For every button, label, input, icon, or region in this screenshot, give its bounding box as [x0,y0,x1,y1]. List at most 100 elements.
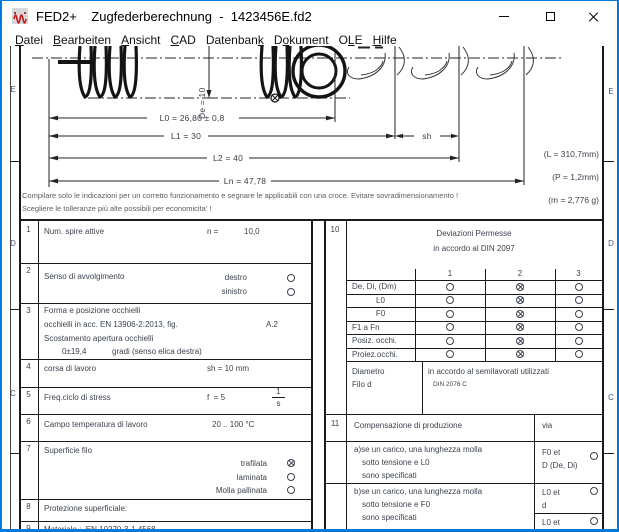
menu-bar: Datei Bearbeiten Ansicht CAD Datenbank D… [2,31,617,48]
menu-datenbank[interactable]: Datenbank [205,32,264,47]
row-number: 7 [26,444,31,453]
option-destro: destro [224,273,247,282]
case-a-line1: a)se un carico, una lunghezza molla [354,445,483,454]
menu-dokument[interactable]: Dokument [273,32,329,47]
case-b-line2: sotto tensione e F0 [362,500,431,509]
label-superficie-filo: Superficie filo [44,446,93,455]
radio-destro [287,274,295,282]
label-protezione: Protezione superficiale: [44,504,128,513]
row-number: 8 [26,502,31,511]
sheet-border-right [602,46,604,529]
col-header-2: 2 [517,269,523,278]
row-number: 6 [26,417,31,426]
case-a-value1: F0 et [542,448,561,457]
radio-molla-pallinata [287,486,295,494]
maximize-icon [546,11,555,21]
label-corsa-lavoro: corsa di lavoro [44,364,97,373]
option-molla-pallinata: Molla pallinata [215,486,267,495]
label-gradi: gradi (senso elica destra) [112,347,202,356]
label-forma-occhielli: Forma e posizione occhielli [44,306,141,315]
case-b2-value1: L0 et [542,518,560,527]
dev-circle [446,337,454,345]
menu-ole[interactable]: OLE [338,32,363,47]
dev-row-label: Posiz. occhi. [352,336,397,345]
case-b1-circle [590,487,598,495]
symbol-n: n = [207,227,219,236]
case-a-line3: sono specificati [362,471,417,480]
maximize-button[interactable] [527,1,574,31]
dev-circle [446,323,454,331]
note-line-2: Scegliere le tolleranze più alte possibi… [22,204,212,213]
case-b-line3: sono specificati [362,513,417,522]
label-semilavorati: in accordo al semilavorati utilizzati [428,367,549,376]
row-number: 9 [26,524,31,532]
margin-letter: D [608,239,614,248]
case-a-circle [590,452,598,460]
margin-letter: E [608,87,614,96]
label-scostamento: Scostamento apertura occhielli [44,334,154,343]
dim-de: De = 10 [197,88,207,119]
case-a-line2: sotto tensione e L0 [362,458,430,467]
minimize-icon [498,15,509,17]
menu-ansicht[interactable]: Ansicht [121,32,161,47]
label-campo-temperatura: Campo temperatura di lavoro [44,420,148,429]
label-materiale: Materiale : EN 10270-3-1.4568 [44,525,156,532]
row-number: 10 [330,225,340,234]
label-occhielli-norm: occhielli in acc. EN 13906-2:2013, fig. [44,320,178,329]
fraction-bar [272,397,285,398]
dev-circle [516,350,524,358]
dev-circle [446,283,454,291]
case-b1-value1: L0 et [542,488,560,497]
label-via: via [542,421,553,430]
row-number: 2 [26,266,31,275]
dev-circle [516,323,524,331]
radio-trafilata [287,459,295,467]
form-top-border [19,219,604,221]
value-n: 10,0 [244,227,260,236]
minimize-button[interactable] [480,1,527,31]
dim-l0: L0 = 26,80 ± 0,8 [160,113,225,123]
label-diametro: Diametro [352,367,385,376]
dev-circle [446,350,454,358]
dev-circle [575,350,583,358]
col-header-3: 3 [576,269,581,278]
sheet-border-left [19,46,21,529]
close-button[interactable] [570,1,617,31]
row-number: 11 [330,419,340,428]
menu-hilfe[interactable]: Hilfe [372,32,397,47]
menu-datei[interactable]: Datei [15,32,44,47]
value-fig: A.2 [266,320,279,329]
dim-ln: Ln = 47,78 [224,176,266,186]
dev-circle [575,283,583,291]
spring-drawing: De = 10 [32,46,562,187]
radio-laminata [287,473,295,481]
dev-circle [446,310,454,318]
menu-cad[interactable]: CAD [170,32,196,47]
fraction-numerator: 1 [276,387,281,396]
phantom-hooks [346,46,534,80]
option-trafilata: trafilata [240,459,267,468]
close-icon [588,11,599,22]
dev-circle [575,310,583,318]
dev-circle [575,323,583,331]
dim-sh: sh [422,131,431,141]
stat-mass: (m = 2,776 g) [548,195,599,205]
value-scostamento: 0±19,4 [62,347,87,356]
margin-letter: E [10,85,16,94]
sheet-border-left-thin [10,46,11,529]
option-laminata: laminata [236,473,267,482]
row-number: 3 [26,306,31,315]
dev-circle [446,296,454,304]
case-a-value2: D (De, Di) [542,461,578,470]
dev-row-label: F0 [375,309,386,318]
label-freq-stress: Freq.ciclo di stress [44,393,111,402]
dim-l1: L1 = 30 [171,131,201,141]
row-number: 1 [26,225,31,234]
dev-circle [575,337,583,345]
margin-letter: C [608,393,614,402]
label-filo-d: Filo d [352,380,372,389]
label-senso-avvolgimento: Senso di avvolgimento [44,272,125,281]
menu-bearbeiten[interactable]: Bearbeiten [53,32,112,47]
fraction-denominator: s [276,399,281,408]
dev-circle [575,296,583,304]
